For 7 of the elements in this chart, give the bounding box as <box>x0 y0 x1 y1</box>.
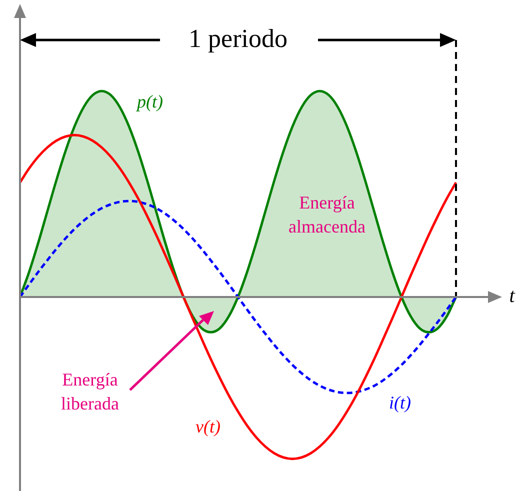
x-axis-title: t <box>509 285 516 308</box>
annotation: Energía liberada <box>61 370 119 414</box>
series-label: p(t) <box>135 92 163 112</box>
text: 1 periodo <box>188 24 288 53</box>
series-label: i(t) <box>389 392 411 413</box>
series-label: v(t) <box>196 416 220 437</box>
annotation: Energía almacenda <box>288 192 366 237</box>
